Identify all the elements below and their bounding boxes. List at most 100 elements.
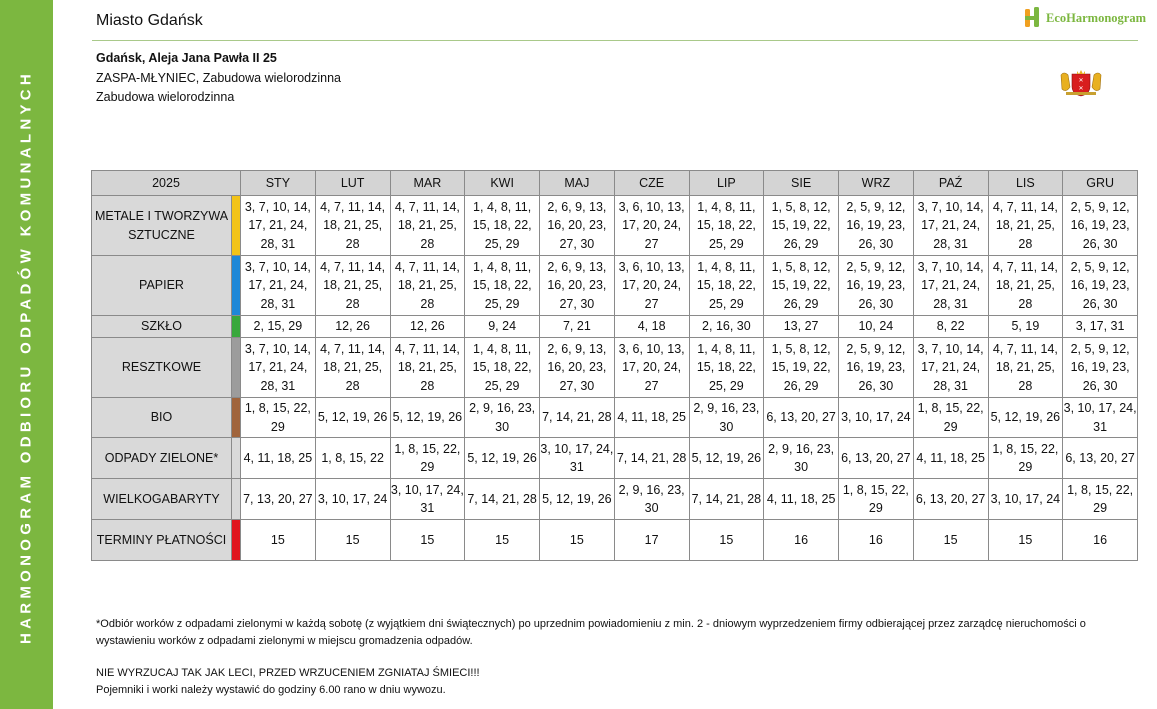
pickup-dates-cell: 2, 5, 9, 12, 16, 19, 23, 26, 30 (1062, 337, 1138, 398)
waste-color-swatch (231, 478, 241, 520)
pickup-dates-cell: 1, 8, 15, 22, 29 (912, 397, 989, 438)
pickup-dates-cell: 1, 5, 8, 12, 15, 19, 22, 26, 29 (763, 195, 839, 256)
pickup-dates-cell: 12, 26 (314, 315, 391, 338)
waste-type-label: METALE I TWORZYWA SZTUCZNE (91, 195, 232, 256)
table-row: METALE I TWORZYWA SZTUCZNE 3, 7, 10, 14, … (91, 195, 1138, 256)
pickup-dates-cell: 3, 10, 17, 24, 31 (389, 478, 466, 520)
waste-color-swatch (231, 195, 241, 256)
pickup-dates-cell: 6, 13, 20, 27 (838, 437, 914, 479)
pickup-dates-cell: 16 (838, 519, 914, 561)
waste-type-label: RESZTKOWE (91, 337, 232, 398)
waste-type-label: PAPIER (91, 255, 232, 316)
pickup-dates-cell: 1, 8, 15, 22, 29 (987, 437, 1064, 479)
pickup-dates-cell: 7, 14, 21, 28 (688, 478, 765, 520)
month-header: LUT (314, 170, 391, 196)
header-divider (92, 40, 1138, 41)
month-header: GRU (1062, 170, 1138, 196)
pickup-dates-cell: 5, 12, 19, 26 (539, 478, 615, 520)
warning-text: NIE WYRZUCAJ TAK JAK LECI, PRZED WRZUCEN… (96, 667, 480, 679)
table-row: TERMINY PŁATNOŚCI 15 15 15 15 15 17 15 16 16 15 15 1… (91, 519, 1138, 561)
pickup-dates-cell: 3, 7, 10, 14, 17, 21, 24, 28, 31 (240, 337, 316, 398)
month-header: KWI (464, 170, 540, 196)
pickup-dates-cell: 10, 24 (838, 315, 914, 338)
pickup-dates-cell: 3, 7, 10, 14, 17, 21, 24, 28, 31 (912, 337, 989, 398)
district: ZASPA-MŁYNIEC, Zabudowa wielorodzinna (96, 71, 342, 85)
month-header: MAJ (539, 170, 615, 196)
month-header: STY (240, 170, 316, 196)
pickup-dates-cell: 15 (314, 519, 391, 561)
pickup-dates-cell: 5, 12, 19, 26 (987, 397, 1064, 438)
pickup-dates-cell: 1, 4, 8, 11, 15, 18, 22, 25, 29 (688, 195, 765, 256)
table-row: BIO 1, 8, 15, 22, 29 5, 12, 19, 26 5, 12, 1… (91, 397, 1138, 438)
gdansk-crest-icon: ✕ ✕ (1058, 69, 1104, 102)
pickup-dates-cell: 4, 18 (613, 315, 690, 338)
pickup-dates-cell: 2, 5, 9, 12, 16, 19, 23, 26, 30 (838, 255, 914, 316)
table-row: ODPADY ZIELONE* 4, 11, 18, 25 1, 8, 15, 22… (91, 437, 1138, 479)
building-type: Zabudowa wielorodzinna (96, 90, 235, 104)
pickup-dates-cell: 15 (688, 519, 765, 561)
pickup-dates-cell: 1, 8, 15, 22, 29 (838, 478, 914, 520)
pickup-dates-cell: 6, 13, 20, 27 (912, 478, 989, 520)
svg-text:✕: ✕ (1078, 77, 1083, 84)
month-header: MAR (389, 170, 466, 196)
pickup-dates-cell: 4, 7, 11, 14, 18, 21, 25, 28 (987, 195, 1064, 256)
pickup-dates-cell: 8, 22 (912, 315, 989, 338)
sidebar-title: HARMONOGRAM ODBIORU ODPADÓW KOMUNALNYCH (17, 69, 35, 645)
pickup-dates-cell: 1, 8, 15, 22, 29 (1062, 478, 1138, 520)
waste-type-label: SZKŁO (91, 315, 232, 338)
pickup-dates-cell: 1, 8, 15, 22 (314, 437, 391, 479)
pickup-dates-cell: 1, 4, 8, 11, 15, 18, 22, 25, 29 (688, 255, 765, 316)
pickup-dates-cell: 1, 4, 8, 11, 15, 18, 22, 25, 29 (464, 195, 540, 256)
pickup-dates-cell: 4, 11, 18, 25 (613, 397, 690, 438)
pickup-dates-cell: 2, 9, 16, 23, 30 (464, 397, 540, 438)
pickup-dates-cell: 4, 7, 11, 14, 18, 21, 25, 28 (314, 255, 391, 316)
month-header: PAŹ (912, 170, 989, 196)
footnote: *Odbiór worków z odpadami zielonymi w ka… (96, 618, 1086, 647)
pickup-dates-cell: 2, 9, 16, 23, 30 (613, 478, 690, 520)
pickup-dates-cell: 2, 9, 16, 23, 30 (763, 437, 839, 479)
pickup-dates-cell: 3, 6, 10, 13, 17, 20, 24, 27 (613, 337, 690, 398)
pickup-dates-cell: 5, 12, 19, 26 (389, 397, 466, 438)
pickup-dates-cell: 1, 5, 8, 12, 15, 19, 22, 26, 29 (763, 255, 839, 316)
brand-logo: EcoHarmonogram (1023, 7, 1146, 29)
pickup-dates-cell: 5, 12, 19, 26 (464, 437, 540, 479)
pickup-dates-cell: 9, 24 (464, 315, 540, 338)
pickup-dates-cell: 1, 4, 8, 11, 15, 18, 22, 25, 29 (464, 337, 540, 398)
pickup-dates-cell: 2, 5, 9, 12, 16, 19, 23, 26, 30 (838, 195, 914, 256)
table-row: SZKŁO 2, 15, 29 12, 26 12, 26 9, 24 7, 21 4, 1… (91, 315, 1138, 338)
pickup-dates-cell: 15 (539, 519, 615, 561)
month-header: CZE (613, 170, 690, 196)
pickup-dates-cell: 1, 5, 8, 12, 15, 19, 22, 26, 29 (763, 337, 839, 398)
pickup-dates-cell: 15 (240, 519, 316, 561)
pickup-dates-cell: 4, 7, 11, 14, 18, 21, 25, 28 (314, 337, 391, 398)
month-header: WRZ (838, 170, 914, 196)
pickup-dates-cell: 4, 7, 11, 14, 18, 21, 25, 28 (389, 337, 466, 398)
waste-type-label: ODPADY ZIELONE* (91, 437, 232, 479)
table-row: RESZTKOWE 3, 7, 10, 14, 17, 21, 24, 28, 3… (91, 337, 1138, 398)
waste-color-swatch (231, 255, 241, 316)
pickup-dates-cell: 13, 27 (763, 315, 839, 338)
pickup-dates-cell: 4, 7, 11, 14, 18, 21, 25, 28 (987, 337, 1064, 398)
pickup-dates-cell: 7, 21 (539, 315, 615, 338)
pickup-dates-cell: 16 (1062, 519, 1138, 561)
pickup-dates-cell: 3, 6, 10, 13, 17, 20, 24, 27 (613, 195, 690, 256)
pickup-dates-cell: 1, 4, 8, 11, 15, 18, 22, 25, 29 (688, 337, 765, 398)
waste-color-swatch (231, 519, 241, 561)
waste-color-swatch (231, 397, 241, 438)
pickup-dates-cell: 4, 7, 11, 14, 18, 21, 25, 28 (389, 195, 466, 256)
pickup-dates-cell: 2, 5, 9, 12, 16, 19, 23, 26, 30 (1062, 195, 1138, 256)
table-row: PAPIER 3, 7, 10, 14, 17, 21, 24, 28, 31 4,… (91, 255, 1138, 316)
pickup-dates-cell: 12, 26 (389, 315, 466, 338)
waste-type-label: TERMINY PŁATNOŚCI (91, 519, 232, 561)
pickup-dates-cell: 4, 11, 18, 25 (763, 478, 839, 520)
pickup-dates-cell: 15 (912, 519, 989, 561)
pickup-dates-cell: 5, 12, 19, 26 (314, 397, 391, 438)
table-header-row: 2025 STY LUT MAR KWI MAJ CZE LIP SIE WRZ… (91, 170, 1138, 196)
pickup-dates-cell: 2, 16, 30 (688, 315, 765, 338)
pickup-dates-cell: 4, 7, 11, 14, 18, 21, 25, 28 (314, 195, 391, 256)
pickup-dates-cell: 2, 15, 29 (240, 315, 316, 338)
year-header: 2025 (91, 170, 241, 196)
pickup-dates-cell: 16 (763, 519, 839, 561)
waste-type-label: BIO (91, 397, 232, 438)
waste-type-label: WIELKOGABARYTY (91, 478, 232, 520)
